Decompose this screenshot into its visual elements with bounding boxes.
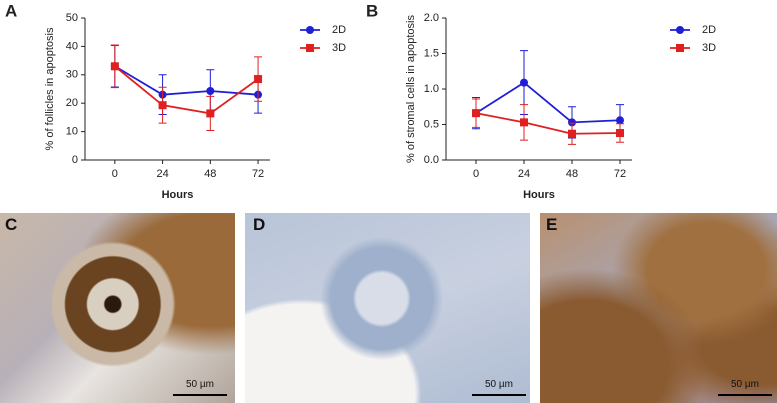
x-tick-label: 0 <box>473 168 479 180</box>
data-point <box>206 109 215 118</box>
y-tick-label: 0.0 <box>424 154 439 166</box>
charts: A 0 10 20 30 40 50 0 24 48 72 Hours % of follicles i… <box>5 1 716 201</box>
legend-label: 2D <box>702 24 716 36</box>
series-line <box>114 65 259 115</box>
legend-marker <box>676 26 684 34</box>
y-tick-label: 40 <box>66 40 78 52</box>
scale-bar-label: 50 µm <box>731 379 759 390</box>
panel-label: E <box>546 215 558 234</box>
data-point <box>616 116 624 125</box>
legend-marker <box>306 44 314 52</box>
x-tick-label: 72 <box>252 168 264 180</box>
x-axis-label: Hours <box>523 189 555 201</box>
x-tick-label: 24 <box>156 168 168 180</box>
panel-label: C <box>5 215 18 234</box>
y-tick-label: 20 <box>66 97 78 109</box>
panel-label: B <box>366 1 378 20</box>
y-tick-label: 2.0 <box>424 12 439 24</box>
scale-bar-label: 50 µm <box>186 379 214 390</box>
data-point <box>254 75 263 84</box>
legend-label: 3D <box>332 42 346 54</box>
series-line <box>475 112 621 135</box>
y-axis-label: % of follicles in apoptosis <box>44 27 56 150</box>
y-tick-label: 10 <box>66 126 78 138</box>
x-tick-label: 0 <box>112 168 118 180</box>
legend-marker <box>306 26 314 34</box>
micrograph-d <box>245 213 530 403</box>
series-line <box>114 65 259 96</box>
x-tick-label: 24 <box>518 168 530 180</box>
scale-bar-label: 50 µm <box>485 379 513 390</box>
y-tick-label: 0 <box>72 154 78 166</box>
data-point <box>206 86 215 95</box>
data-point <box>616 129 624 138</box>
data-point <box>520 78 528 87</box>
y-tick-label: 30 <box>66 69 78 81</box>
y-tick-label: 50 <box>66 12 78 24</box>
legend-label: 2D <box>332 24 346 36</box>
data-point <box>158 101 167 110</box>
scale-bar <box>718 394 772 396</box>
y-tick-label: 1.5 <box>424 47 439 59</box>
legend-label: 3D <box>702 42 716 54</box>
y-axis-label: % of stromal cells in apoptosis <box>405 15 417 163</box>
scale-bar <box>173 394 227 396</box>
panel-label: D <box>253 215 266 234</box>
micrograph-e <box>540 213 777 403</box>
scale-bar <box>472 394 526 396</box>
series-line <box>475 81 621 124</box>
data-point <box>472 109 480 118</box>
micrograph-c <box>0 213 235 403</box>
data-point <box>568 118 576 127</box>
y-tick-label: 1.0 <box>424 83 439 95</box>
data-point <box>568 129 576 138</box>
panel-label: A <box>5 1 17 20</box>
x-axis-label: Hours <box>162 189 194 201</box>
x-tick-label: 72 <box>614 168 626 180</box>
data-point <box>520 118 528 127</box>
legend-marker <box>676 44 684 52</box>
y-tick-label: 0.5 <box>424 118 439 130</box>
data-point <box>110 62 119 71</box>
x-tick-label: 48 <box>566 168 578 180</box>
x-tick-label: 48 <box>204 168 216 180</box>
